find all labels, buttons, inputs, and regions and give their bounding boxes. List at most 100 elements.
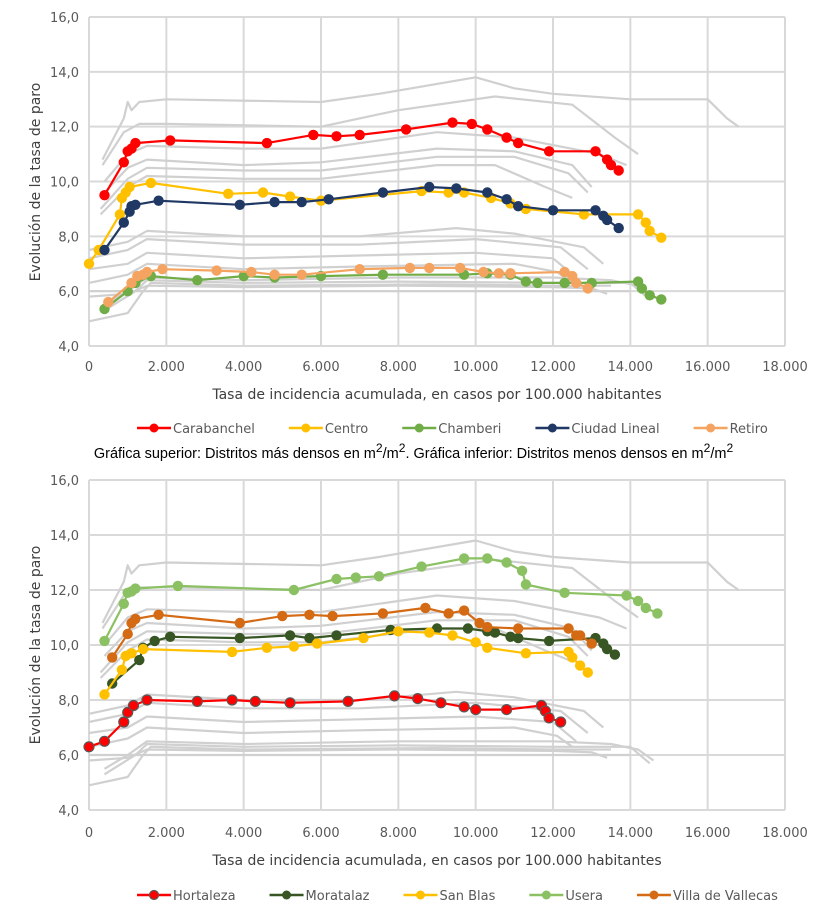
top-chart-y-ticks: 4,0 6,0 8,0 10,0 12,0 14,0 16,0 xyxy=(50,11,79,355)
data-point xyxy=(621,590,632,601)
data-point xyxy=(482,187,493,198)
data-point xyxy=(578,209,590,220)
data-point xyxy=(393,626,404,637)
data-point xyxy=(400,124,412,135)
data-point xyxy=(424,627,435,638)
caption-text: /m xyxy=(382,445,399,462)
legend-item-villa-de-vallecas: Villa de Vallecas xyxy=(636,889,778,904)
data-point xyxy=(331,573,342,585)
data-point xyxy=(331,630,342,641)
y-tick-label: 8,0 xyxy=(58,694,79,709)
x-tick-label: 8.000 xyxy=(380,826,417,841)
data-point xyxy=(652,608,663,619)
data-point xyxy=(482,621,493,633)
top-chart: 4,0 6,0 8,0 10,0 12,0 14,0 16,0 0 2.000 4.000 6.0… xyxy=(28,11,808,437)
y-tick-label: 10,0 xyxy=(50,176,79,191)
data-point xyxy=(122,628,133,640)
data-point xyxy=(455,262,466,274)
caption-text: /m xyxy=(710,445,727,462)
data-point xyxy=(501,703,513,716)
y-tick-label: 4,0 xyxy=(58,340,79,355)
data-point xyxy=(458,553,470,564)
top-chart-x-ticks: 0 2.000 4.000 6.000 8.000 10.000 12.000 14.000 1… xyxy=(85,360,808,375)
data-point xyxy=(516,565,528,576)
data-point xyxy=(613,165,624,176)
data-point xyxy=(238,270,249,282)
data-point xyxy=(126,648,137,659)
legend-swatch-marker xyxy=(541,890,551,900)
data-point xyxy=(103,296,114,308)
data-point xyxy=(586,638,597,649)
background-district-line xyxy=(99,619,589,674)
data-point xyxy=(547,205,559,216)
legend-label: Chamberi xyxy=(438,422,501,437)
data-point xyxy=(234,199,245,210)
data-point xyxy=(234,617,245,629)
data-point xyxy=(555,716,567,728)
x-tick-label: 2.000 xyxy=(148,360,185,375)
top-chart-grid xyxy=(88,16,786,347)
data-point xyxy=(443,187,454,198)
data-point xyxy=(482,642,493,653)
y-tick-label: 6,0 xyxy=(58,749,79,764)
legend-label: Usera xyxy=(565,889,603,904)
data-point xyxy=(482,124,493,135)
background-district-line xyxy=(99,164,573,216)
data-point xyxy=(501,194,512,205)
data-point xyxy=(249,695,261,708)
data-point xyxy=(470,637,481,648)
data-point xyxy=(377,187,389,198)
data-point xyxy=(261,137,273,149)
data-point xyxy=(114,209,126,220)
data-point xyxy=(513,623,524,634)
data-point xyxy=(609,649,621,660)
top-chart-series xyxy=(83,117,667,315)
background-district-line xyxy=(101,76,740,161)
series-centro xyxy=(83,177,667,269)
data-point xyxy=(377,608,389,619)
legend-item-hortaleza: Hortaleza xyxy=(137,889,236,904)
legend-item-carabanchel: Carabanchel xyxy=(137,422,255,437)
data-point xyxy=(474,617,485,629)
data-point xyxy=(358,632,369,644)
data-point xyxy=(153,609,164,620)
legend-label: Centro xyxy=(325,422,368,437)
legend-label: Ciudad Lineal xyxy=(571,422,659,437)
data-point xyxy=(424,262,435,274)
data-point xyxy=(277,610,288,622)
legend-swatch-marker xyxy=(301,423,311,433)
data-point xyxy=(640,602,651,614)
data-point xyxy=(567,652,578,663)
x-tick-label: 10.000 xyxy=(453,826,499,841)
data-point xyxy=(191,695,203,708)
data-point xyxy=(431,623,443,634)
legend-swatch-marker xyxy=(149,423,159,433)
legend-label: Moratalaz xyxy=(306,889,370,904)
series-san-blas xyxy=(99,626,593,700)
data-point xyxy=(99,244,110,256)
bottom-chart-series xyxy=(83,553,663,753)
background-district-line xyxy=(88,262,573,284)
background-district-line xyxy=(88,748,608,762)
y-tick-label: 12,0 xyxy=(50,121,79,136)
bottom-chart-x-ticks: 0 2.000 4.000 6.000 8.000 10.000 12.000 14.000 1… xyxy=(85,826,808,841)
data-point xyxy=(165,631,176,642)
data-point xyxy=(636,283,648,294)
x-tick-label: 8.000 xyxy=(380,360,417,375)
data-point xyxy=(613,222,624,234)
data-point xyxy=(257,187,269,198)
data-point xyxy=(559,266,570,278)
data-point xyxy=(644,290,655,301)
data-point xyxy=(559,587,570,598)
series-retiro xyxy=(103,262,593,308)
data-point xyxy=(543,635,555,647)
caption-text: . Gráfica inferior: Distritos menos dens… xyxy=(405,445,704,462)
data-point xyxy=(543,146,555,157)
data-point xyxy=(505,631,516,642)
data-point xyxy=(601,214,613,226)
legend-swatch-marker xyxy=(414,423,424,433)
top-chart-x-axis-title: Tasa de incidencia acumulada, en casos p… xyxy=(211,387,661,403)
data-point xyxy=(513,137,524,149)
legend-item-moratalaz: Moratalaz xyxy=(269,889,370,904)
